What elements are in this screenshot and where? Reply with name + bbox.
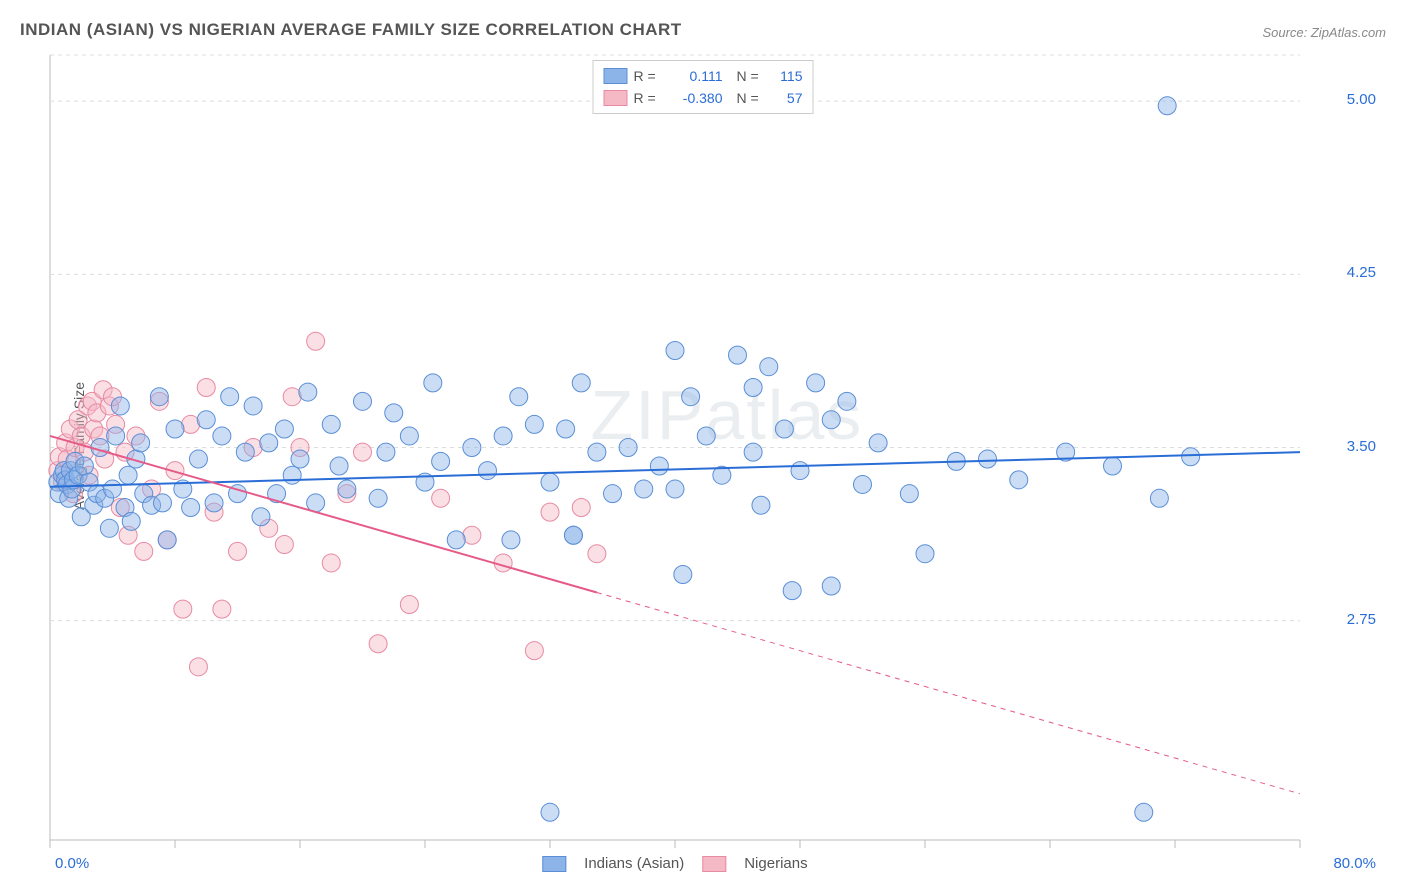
y-tick-label: 3.50	[1347, 438, 1376, 455]
r-label-0: R =	[634, 65, 662, 87]
bottom-label-0: Indians (Asian)	[584, 855, 684, 872]
legend-row-0: R = 0.111 N = 115	[604, 65, 803, 87]
legend-swatch-1	[604, 90, 628, 106]
bottom-swatch-1	[702, 856, 726, 872]
correlation-legend: R = 0.111 N = 115 R = -0.380 N = 57	[593, 60, 814, 114]
series-legend: Indians (Asian) Nigerians	[542, 855, 807, 872]
n-value-0: 115	[771, 65, 803, 87]
y-tick-label: 2.75	[1347, 611, 1376, 628]
n-value-1: 57	[771, 87, 803, 109]
n-label-0: N =	[737, 65, 765, 87]
y-tick-label: 4.25	[1347, 264, 1376, 281]
bottom-swatch-0	[542, 856, 566, 872]
legend-swatch-0	[604, 68, 628, 84]
chart-svg	[0, 0, 1406, 892]
n-label-1: N =	[737, 87, 765, 109]
x-axis-max-label: 80.0%	[1333, 855, 1376, 872]
r-value-1: -0.380	[668, 87, 723, 109]
x-axis-min-label: 0.0%	[55, 855, 89, 872]
legend-row-1: R = -0.380 N = 57	[604, 87, 803, 109]
y-tick-label: 5.00	[1347, 91, 1376, 108]
bottom-label-1: Nigerians	[744, 855, 807, 872]
r-label-1: R =	[634, 87, 662, 109]
chart-container: INDIAN (ASIAN) VS NIGERIAN AVERAGE FAMIL…	[0, 0, 1406, 892]
r-value-0: 0.111	[668, 65, 723, 87]
